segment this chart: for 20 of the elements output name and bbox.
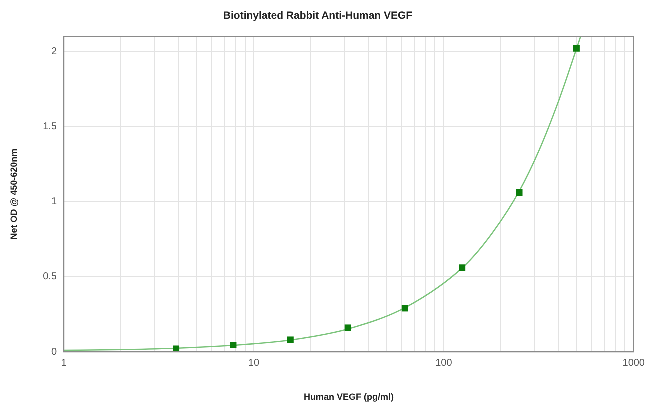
y-tick-label: 0: [51, 346, 58, 358]
x-tick-label: 10: [248, 358, 260, 369]
y-tick-label: 0.5: [43, 272, 58, 283]
y-tick-label: 1.5: [43, 121, 58, 132]
point: [344, 324, 352, 332]
y-tick-label: 2: [51, 46, 58, 58]
point: [230, 342, 237, 348]
x-axis-title: Human VEGF (pg/ml): [304, 392, 394, 402]
point: [573, 45, 580, 52]
x-tick-label: 1: [61, 358, 68, 369]
x-tick-label: 1000: [622, 358, 646, 369]
point: [173, 346, 180, 352]
y-tick-label: 1: [51, 196, 58, 208]
x-tick-label: 100: [436, 358, 453, 369]
point: [516, 190, 523, 196]
chart-title: Biotinylated Rabbit Anti-Human VEGF: [223, 10, 414, 22]
point: [402, 305, 408, 312]
y-axis-title: Net OD @ 450-620nm: [8, 148, 19, 240]
point: [287, 336, 294, 344]
point: [459, 264, 466, 272]
